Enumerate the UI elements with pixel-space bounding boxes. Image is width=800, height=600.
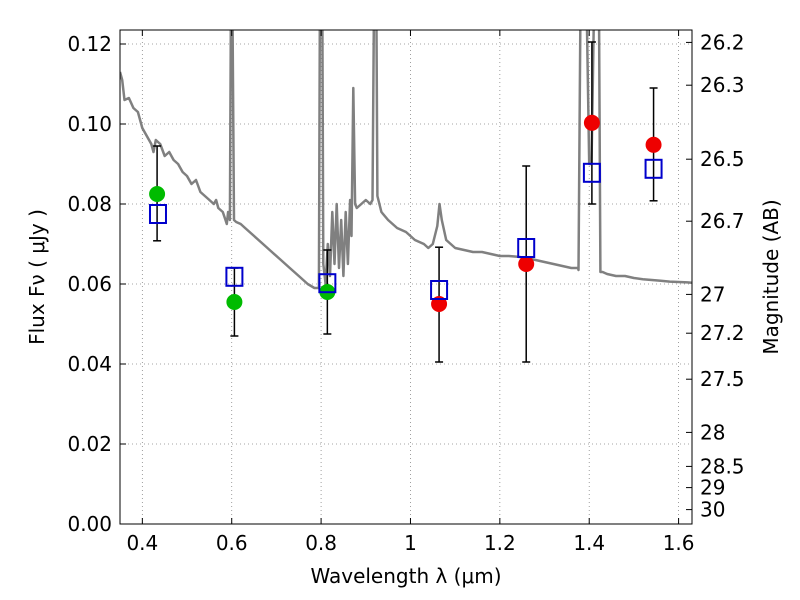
y-tick-label: 0.02 (67, 432, 112, 456)
x-tick-label: 1.2 (484, 531, 516, 555)
y-tick-label: 0.10 (67, 112, 112, 136)
data-point-circle (583, 114, 600, 131)
data-point-circle (149, 186, 166, 202)
x-tick-label: 0.8 (305, 531, 337, 555)
data-point-square (644, 158, 663, 179)
x-tick-label: 1.4 (573, 531, 605, 555)
y-tick-label: 0.04 (67, 352, 112, 376)
data-point-circle (518, 256, 535, 272)
y-tick-label: 0.06 (67, 272, 112, 296)
data-point-circle (645, 136, 662, 153)
x-axis-label: Wavelength λ (μm) (310, 564, 501, 588)
x-tick-label: 1 (404, 531, 417, 555)
right-tick-label: 26.2 (700, 30, 745, 54)
y-axis-left: 0.00 0.02 0.04 0.06 0.08 0.10 0.12 (67, 32, 126, 536)
y-tick-label: 0.08 (67, 192, 112, 216)
right-tick-label: 26.3 (700, 73, 745, 97)
x-tick-label: 0.6 (216, 531, 248, 555)
model-spectrum (120, 30, 692, 290)
y-tick-label: 0.00 (67, 512, 112, 536)
data-point-circle (431, 296, 448, 312)
data-point-square (430, 280, 449, 300)
x-tick-label: 1.6 (663, 531, 695, 555)
right-tick-label: 30 (700, 498, 725, 522)
data-points (148, 41, 663, 363)
x-axis: 0.4 0.6 0.8 1 1.2 1.4 1.6 (126, 30, 695, 555)
data-point-square (225, 266, 244, 287)
y-tick-label: 0.12 (67, 32, 112, 56)
data-point-circle (226, 294, 243, 310)
right-tick-label: 27.5 (700, 367, 745, 391)
right-tick-label: 26.7 (700, 209, 745, 233)
right-tick-label: 28 (700, 420, 725, 444)
y-axis-label-right: Magnitude (AB) (759, 199, 783, 354)
data-point-square (582, 162, 601, 183)
right-tick-label: 29 (700, 476, 725, 500)
plot-background (120, 30, 692, 524)
data-point-square (318, 273, 337, 294)
spectrum-line (120, 30, 692, 290)
right-tick-label: 26.5 (700, 147, 745, 171)
x-tick-label: 0.4 (126, 531, 158, 555)
plot-frame (119, 29, 693, 525)
right-tick-label: 27.2 (700, 321, 745, 345)
data-point-square (148, 204, 167, 224)
right-tick-label: 27 (700, 282, 725, 306)
data-point-square (517, 238, 536, 258)
right-tick-label: 28.5 (700, 454, 745, 478)
y-axis-label: Flux Fν ( μJy ) (25, 209, 49, 345)
